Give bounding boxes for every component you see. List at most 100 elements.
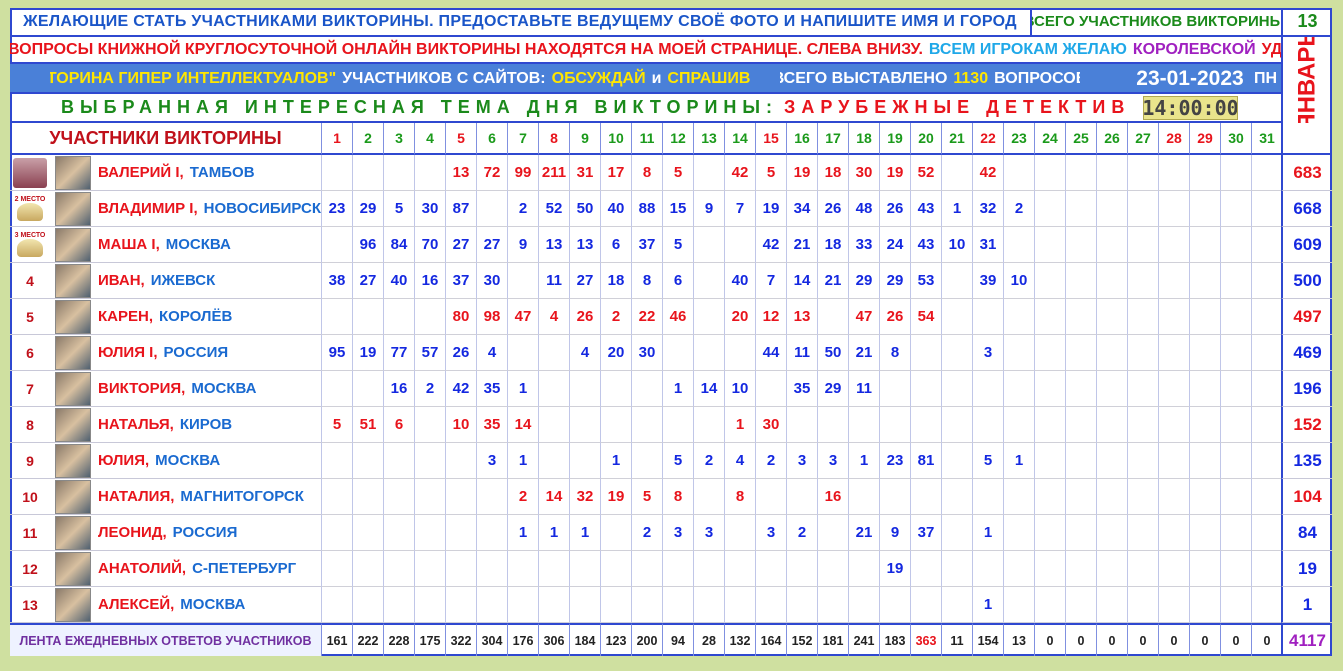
- daily-total: 200: [631, 623, 662, 656]
- day-header: 5: [445, 123, 476, 155]
- day-cell: [1127, 479, 1158, 515]
- daily-total: 176: [507, 623, 538, 656]
- day-cell: [941, 371, 972, 407]
- day-cell: [724, 227, 755, 263]
- day-cell: 8: [631, 263, 662, 299]
- day-cell: [476, 551, 507, 587]
- day-cell: [352, 479, 383, 515]
- day-cell: [941, 263, 972, 299]
- day-cell: [321, 371, 352, 407]
- month-cell: ЯНВАРЬ: [1281, 37, 1332, 123]
- day-cell: [383, 515, 414, 551]
- day-cell: [1003, 155, 1034, 191]
- row-total: 497: [1281, 299, 1332, 335]
- day-cell: [1034, 227, 1065, 263]
- photo-cell: [50, 407, 95, 443]
- day-cell: 30: [476, 263, 507, 299]
- daily-total: 0: [1127, 623, 1158, 656]
- avatar: [54, 551, 91, 586]
- day-cell: [321, 515, 352, 551]
- day-cell: 26: [879, 299, 910, 335]
- questions-word: ВОПРОСОВ: [994, 70, 1080, 87]
- day-cell: [910, 407, 941, 443]
- row-total: 135: [1281, 443, 1332, 479]
- day-header: 22: [972, 123, 1003, 155]
- topic: ЗАРУБЕЖНЫЕ ДЕТЕКТИВЫ: [784, 97, 1130, 117]
- luck-text: УДАЧИ!: [1261, 40, 1281, 58]
- participant-city: НОВОСИБИРСК: [203, 200, 321, 217]
- day-cell: [538, 335, 569, 371]
- participant-city: ТАМБОВ: [189, 164, 255, 181]
- day-header: 21: [941, 123, 972, 155]
- day-cell: 19: [879, 155, 910, 191]
- grand-total: 4117: [1281, 623, 1332, 656]
- day-cell: [1127, 407, 1158, 443]
- day-cell: [569, 587, 600, 623]
- day-cell: 21: [817, 263, 848, 299]
- day-cell: 26: [879, 191, 910, 227]
- rank-cell: 7: [10, 371, 50, 407]
- day-cell: 47: [507, 299, 538, 335]
- day-cell: [972, 407, 1003, 443]
- day-header: 17: [817, 123, 848, 155]
- day-cell: 1: [569, 515, 600, 551]
- day-cell: 30: [755, 407, 786, 443]
- day-header: 2: [352, 123, 383, 155]
- day-cell: [600, 515, 631, 551]
- day-cell: [879, 407, 910, 443]
- day-cell: [1127, 263, 1158, 299]
- day-cell: [631, 551, 662, 587]
- day-cell: 57: [414, 335, 445, 371]
- day-cell: [1158, 227, 1189, 263]
- day-header: 1: [321, 123, 352, 155]
- photo-cell: [50, 479, 95, 515]
- day-cell: [1003, 515, 1034, 551]
- day-cell: [1189, 371, 1220, 407]
- medal-caption: 2 МЕСТО: [14, 196, 46, 203]
- day-cell: [383, 155, 414, 191]
- day-cell: [1189, 515, 1220, 551]
- questions-label: ВСЕГО ВЫСТАВЛЕНО: [780, 70, 948, 87]
- day-cell: [941, 407, 972, 443]
- day-cell: [352, 587, 383, 623]
- photo-cell: [50, 299, 95, 335]
- day-cell: [693, 263, 724, 299]
- day-cell: 1: [600, 443, 631, 479]
- day-cell: [445, 479, 476, 515]
- site-name: СПРАШИВАЛКА: [667, 70, 750, 87]
- day-cell: [1251, 479, 1282, 515]
- day-cell: 8: [724, 479, 755, 515]
- day-cell: 29: [879, 263, 910, 299]
- day-cell: 27: [352, 263, 383, 299]
- day-cell: [352, 515, 383, 551]
- day-cell: 27: [569, 263, 600, 299]
- day-cell: [1034, 299, 1065, 335]
- rank-cell: 9: [10, 443, 50, 479]
- day-cell: [693, 587, 724, 623]
- day-cell: 18: [817, 227, 848, 263]
- participant-name: ВИКТОРИЯ,: [98, 380, 186, 397]
- day-cell: [941, 515, 972, 551]
- day-cell: 1: [507, 371, 538, 407]
- topic-line-rest: [1130, 94, 1281, 123]
- day-cell: [1127, 191, 1158, 227]
- site-name: ОБСУЖДАЙ: [551, 70, 646, 87]
- day-cell: [538, 371, 569, 407]
- day-cell: 50: [569, 191, 600, 227]
- day-cell: [1003, 587, 1034, 623]
- day-cell: 8: [631, 155, 662, 191]
- day-cell: [693, 299, 724, 335]
- day-cell: [941, 335, 972, 371]
- day-cell: 29: [352, 191, 383, 227]
- photo-cell: [50, 551, 95, 587]
- day-cell: 20: [724, 299, 755, 335]
- participant-city: МОСКВА: [155, 452, 221, 469]
- day-cell: 2: [414, 371, 445, 407]
- day-cell: 3: [476, 443, 507, 479]
- day-cell: [1251, 407, 1282, 443]
- day-cell: 1: [1003, 443, 1034, 479]
- day-cell: 13: [786, 299, 817, 335]
- day-cell: [538, 587, 569, 623]
- day-cell: [352, 443, 383, 479]
- day-header: 6: [476, 123, 507, 155]
